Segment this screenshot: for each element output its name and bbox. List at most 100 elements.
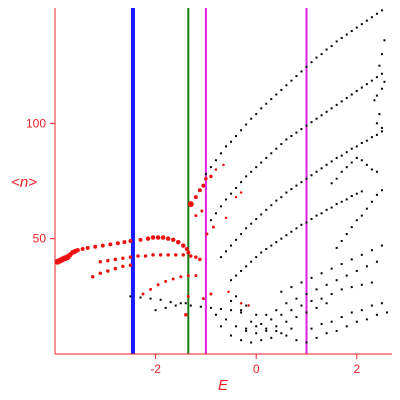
data-point [360, 190, 363, 193]
data-point [156, 283, 160, 287]
data-point [280, 290, 283, 293]
data-point [325, 48, 328, 51]
data-point [240, 269, 243, 272]
data-point [235, 274, 238, 277]
data-point [340, 288, 343, 291]
data-point [340, 100, 343, 103]
data-point [325, 163, 328, 166]
data-point [255, 113, 258, 116]
data-point [335, 103, 338, 106]
data-point [239, 302, 243, 305]
data-point [113, 257, 118, 262]
data-point [375, 122, 378, 125]
data-point [174, 304, 177, 307]
data-point [150, 235, 156, 240]
data-point [214, 212, 217, 215]
data-point [350, 258, 353, 261]
x-tick-label: 2 [353, 362, 360, 376]
data-point [290, 135, 293, 138]
y-axis-title: <n> [11, 174, 37, 191]
data-point [154, 309, 157, 312]
data-point [380, 72, 383, 75]
data-point [275, 325, 278, 328]
data-point [184, 313, 188, 317]
data-point [365, 19, 368, 22]
data-point [280, 143, 283, 146]
data-point [340, 263, 343, 266]
data-point [151, 253, 155, 257]
data-point [136, 254, 140, 258]
data-point [260, 323, 263, 326]
data-point [204, 176, 208, 181]
data-point [234, 195, 238, 199]
data-point [335, 279, 338, 282]
data-point [224, 216, 228, 220]
data-point [305, 65, 308, 68]
data-point [255, 218, 258, 221]
data-point [230, 299, 233, 302]
data-point [295, 227, 298, 230]
data-point [315, 306, 318, 309]
data-point [325, 283, 328, 286]
data-point [290, 327, 293, 330]
data-point [375, 76, 378, 79]
data-point [265, 156, 268, 159]
data-point [295, 75, 298, 78]
data-point [239, 191, 243, 194]
data-point [350, 147, 353, 150]
data-point [265, 329, 268, 332]
data-point [365, 163, 368, 166]
data-point [330, 182, 333, 185]
data-point [138, 237, 143, 242]
data-point [300, 70, 303, 73]
data-point [265, 208, 268, 211]
data-point [160, 235, 166, 240]
data-point [380, 126, 383, 129]
data-point [345, 96, 348, 99]
x-tick-label: 0 [253, 362, 260, 376]
data-point [370, 304, 373, 307]
data-point [350, 30, 353, 33]
data-point [225, 318, 228, 321]
data-point [290, 230, 293, 233]
data-point [360, 141, 363, 144]
data-point [179, 302, 182, 305]
data-point [370, 79, 373, 82]
data-point [209, 219, 212, 222]
data-point [194, 214, 198, 218]
data-point [250, 170, 253, 173]
data-point [230, 279, 233, 282]
data-point [360, 253, 363, 256]
data-point [310, 121, 313, 124]
data-point [380, 189, 383, 192]
data-point [93, 244, 98, 249]
series-1 [54, 163, 250, 317]
data-point [128, 255, 133, 259]
data-point [350, 311, 353, 314]
data-point [360, 309, 363, 312]
data-point [375, 193, 378, 196]
data-point [355, 26, 358, 29]
data-point [128, 263, 133, 267]
data-point [175, 239, 181, 245]
data-point [365, 83, 368, 86]
data-point [275, 199, 278, 202]
data-point [159, 298, 162, 301]
data-point [383, 80, 386, 83]
data-point [122, 240, 127, 245]
data-point [340, 36, 343, 39]
data-point [285, 234, 288, 237]
data-point [330, 206, 333, 209]
data-point [355, 320, 358, 323]
data-point [230, 334, 233, 337]
data-point [335, 203, 338, 206]
data-point [315, 117, 318, 120]
data-point [179, 275, 183, 279]
data-point [360, 23, 363, 26]
data-point [330, 107, 333, 110]
data-point [330, 160, 333, 163]
data-point [164, 279, 168, 283]
data-point [275, 241, 278, 244]
data-point [227, 290, 230, 293]
